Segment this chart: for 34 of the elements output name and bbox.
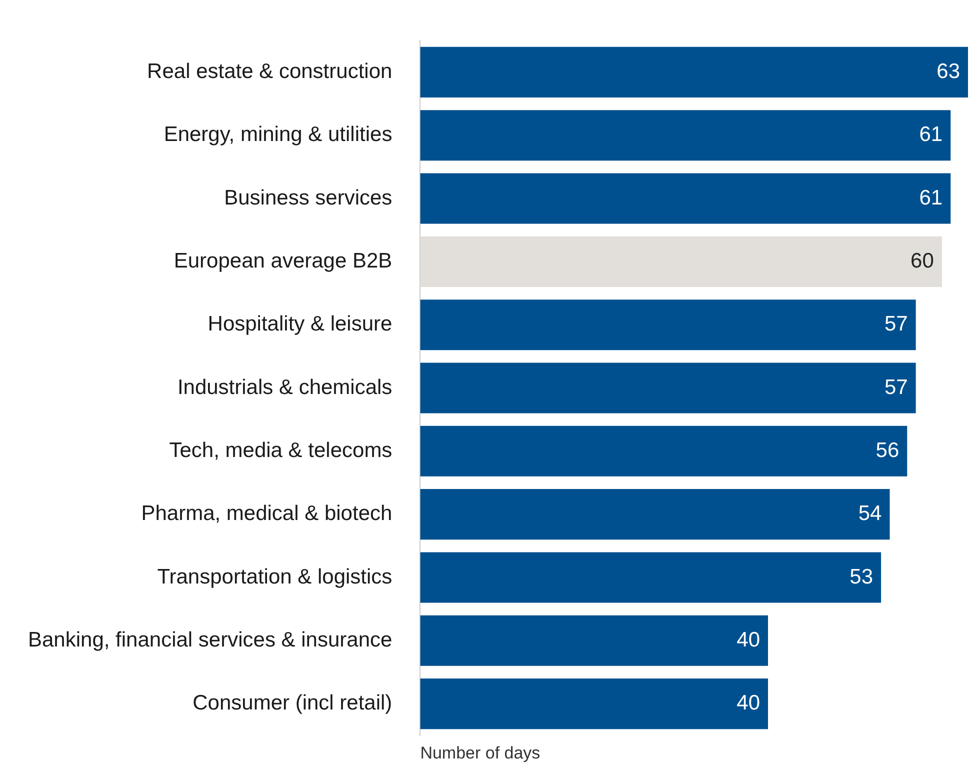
y-tick-label: Business services [224,186,392,210]
data-label: 61 [919,123,943,146]
x-axis-title: Number of days [420,743,540,762]
data-label: 60 [910,249,934,272]
data-label: 56 [876,438,900,462]
bar [420,426,908,476]
data-label: 57 [884,376,908,399]
data-label: 40 [736,692,760,715]
y-tick-label: Real estate & construction [147,60,392,83]
y-tick-label: Tech, media & telecoms [169,438,392,462]
data-label: 61 [919,186,943,210]
y-tick-label: Transportation & logistics [157,565,392,588]
bar [420,489,890,540]
bar [420,110,951,161]
y-tick-label: European average B2B [174,249,392,272]
y-tick-label: Consumer (incl retail) [192,692,392,715]
data-label: 53 [850,565,874,588]
bar [420,552,882,603]
bar [420,615,768,666]
bar [420,362,916,414]
bar [420,678,768,730]
data-label: 63 [936,60,960,83]
y-tick-label: Pharma, medical & biotech [141,502,392,526]
bar [420,236,942,287]
y-tick-label: Hospitality & leisure [208,312,392,336]
data-label: 54 [858,502,882,526]
data-label: 57 [884,312,908,336]
bar [420,173,951,224]
y-tick-label: Industrials & chemicals [177,376,392,399]
y-tick-label: Energy, mining & utilities [164,123,392,146]
y-tick-label: Banking, financial services & insurance [28,628,392,652]
bar [420,46,968,98]
bar [420,300,916,350]
data-label: 40 [736,628,760,652]
